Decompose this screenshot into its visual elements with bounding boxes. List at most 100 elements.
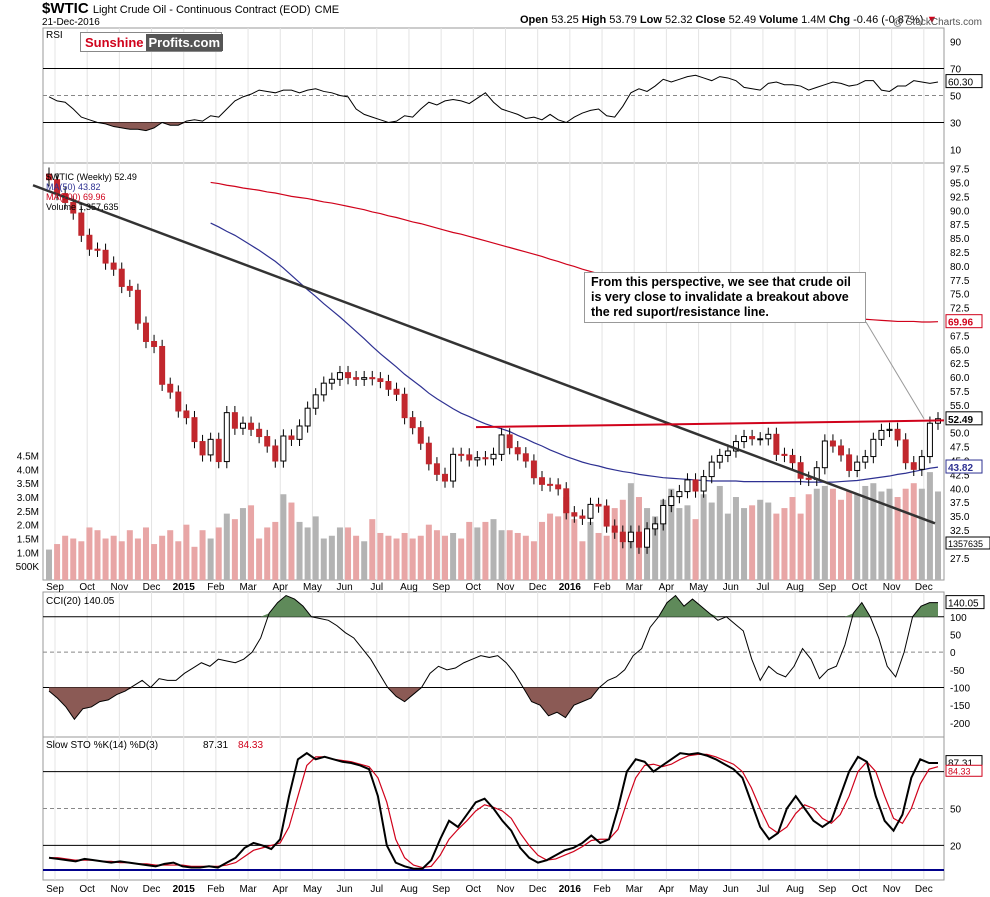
candle-body (223, 412, 230, 463)
y-tick-label: 32.5 (950, 526, 970, 537)
candle-body (571, 512, 578, 517)
candle-body (304, 407, 311, 427)
volume-bar (191, 546, 198, 580)
candle-body (538, 477, 545, 485)
volume-bar (369, 519, 376, 580)
candle-body (530, 460, 537, 479)
open-value: 53.25 (551, 14, 579, 26)
volume-bar (215, 527, 222, 580)
x-tick-label: Sep (818, 582, 836, 593)
candle-body (167, 383, 174, 393)
volume-bar (458, 538, 465, 580)
volume-bar (870, 483, 877, 580)
candle-body (296, 425, 303, 440)
volume-bar (361, 541, 368, 580)
y-tick-label: 35.0 (950, 512, 970, 523)
volume-bar (296, 521, 303, 580)
y-tick-label: 0 (950, 648, 956, 659)
volume-bar (442, 535, 449, 580)
annotation-callout: From this perspective, we see that crude… (584, 272, 866, 323)
volume-bar (167, 530, 174, 580)
x-tick-label: Aug (400, 582, 418, 593)
sto-legend: Slow STO %K(14) %D(3) (46, 740, 158, 751)
y-tick-label: 75.0 (950, 290, 970, 301)
volume-bar (918, 488, 925, 580)
candle-body (466, 454, 473, 461)
x-tick-label: Nov (497, 884, 515, 895)
candle-body (926, 422, 933, 458)
x-tick-label: Oct (852, 884, 868, 895)
candle-body (894, 428, 901, 441)
close-tag (945, 411, 983, 426)
x-tick-label: Jun (723, 884, 739, 895)
volume-bar (231, 519, 238, 580)
candle-body (442, 473, 449, 482)
price-legend-item: $WTIC (Weekly) 52.49 (46, 172, 137, 182)
chart-date: 21-Dec-2016 (42, 17, 100, 28)
rsi-legend: RSI (46, 30, 63, 41)
candle-body (522, 453, 529, 462)
x-tick-label: Aug (786, 582, 804, 593)
volume-tick-label: 500K (16, 562, 40, 573)
volume-tick-label: 4.0M (17, 465, 39, 476)
candle-body (280, 435, 287, 462)
candle-body (595, 503, 602, 507)
y-tick-label: -100 (950, 683, 970, 694)
volume-bar (207, 538, 214, 580)
candle-body (450, 453, 457, 482)
y-tick-label: 70 (950, 65, 962, 76)
candle-body (789, 454, 796, 464)
volume-bar (126, 530, 133, 580)
volume-bar (603, 535, 610, 580)
volume-bar (595, 532, 602, 580)
volume-bar (110, 535, 117, 580)
x-tick-label: Sep (432, 582, 450, 593)
candle-body (183, 410, 190, 419)
y-tick-label: 40.0 (950, 484, 970, 495)
x-tick-label: 2016 (559, 884, 582, 895)
candle-body (708, 461, 715, 478)
x-tick-label: May (689, 884, 708, 895)
volume-bar (781, 508, 788, 580)
candle-body (587, 503, 594, 519)
volume-bar (78, 541, 85, 580)
volume-tick-label: 1.5M (17, 535, 39, 546)
candle-body (854, 461, 861, 471)
volume-bar (345, 527, 352, 580)
candle-body (668, 496, 675, 506)
badge-right-text: Profits.com (145, 34, 224, 51)
volume-bar (910, 483, 917, 580)
sto-k-tag-text: 87.31 (948, 759, 973, 770)
volume-bar (474, 527, 481, 580)
y-tick-label: 67.5 (950, 331, 970, 342)
x-tick-label: Dec (915, 582, 933, 593)
candle-body (635, 531, 642, 548)
candle-body (86, 234, 93, 250)
volume-bar (328, 535, 335, 580)
candle-body (652, 523, 659, 530)
volume-bar (506, 530, 513, 580)
candle-body (118, 268, 125, 287)
volume-tick-label: 3.5M (17, 479, 39, 490)
x-tick-label: Sep (46, 582, 64, 593)
candle-body (490, 453, 497, 460)
x-tick-label: Nov (883, 884, 901, 895)
candle-body (191, 417, 198, 443)
candle-body (829, 440, 836, 447)
volume-bar (466, 521, 473, 580)
x-tick-label: Sep (818, 884, 836, 895)
close-tag-text: 52.49 (948, 415, 973, 426)
x-tick-label: Jun (337, 884, 353, 895)
candle-body (102, 249, 109, 264)
y-tick-label: 97.5 (950, 165, 970, 176)
sto-legend-k: 87.31 (203, 740, 228, 751)
volume-tag (945, 536, 990, 550)
candle-body (902, 439, 909, 464)
candle-body (732, 441, 739, 452)
candle-body (256, 428, 263, 438)
volume-bar (280, 494, 287, 580)
stockcharts-brand: @ StockCharts.com (892, 17, 982, 28)
volume-bar (741, 508, 748, 580)
volume-bar (805, 494, 812, 580)
volume-tick-label: 1.0M (17, 548, 39, 559)
